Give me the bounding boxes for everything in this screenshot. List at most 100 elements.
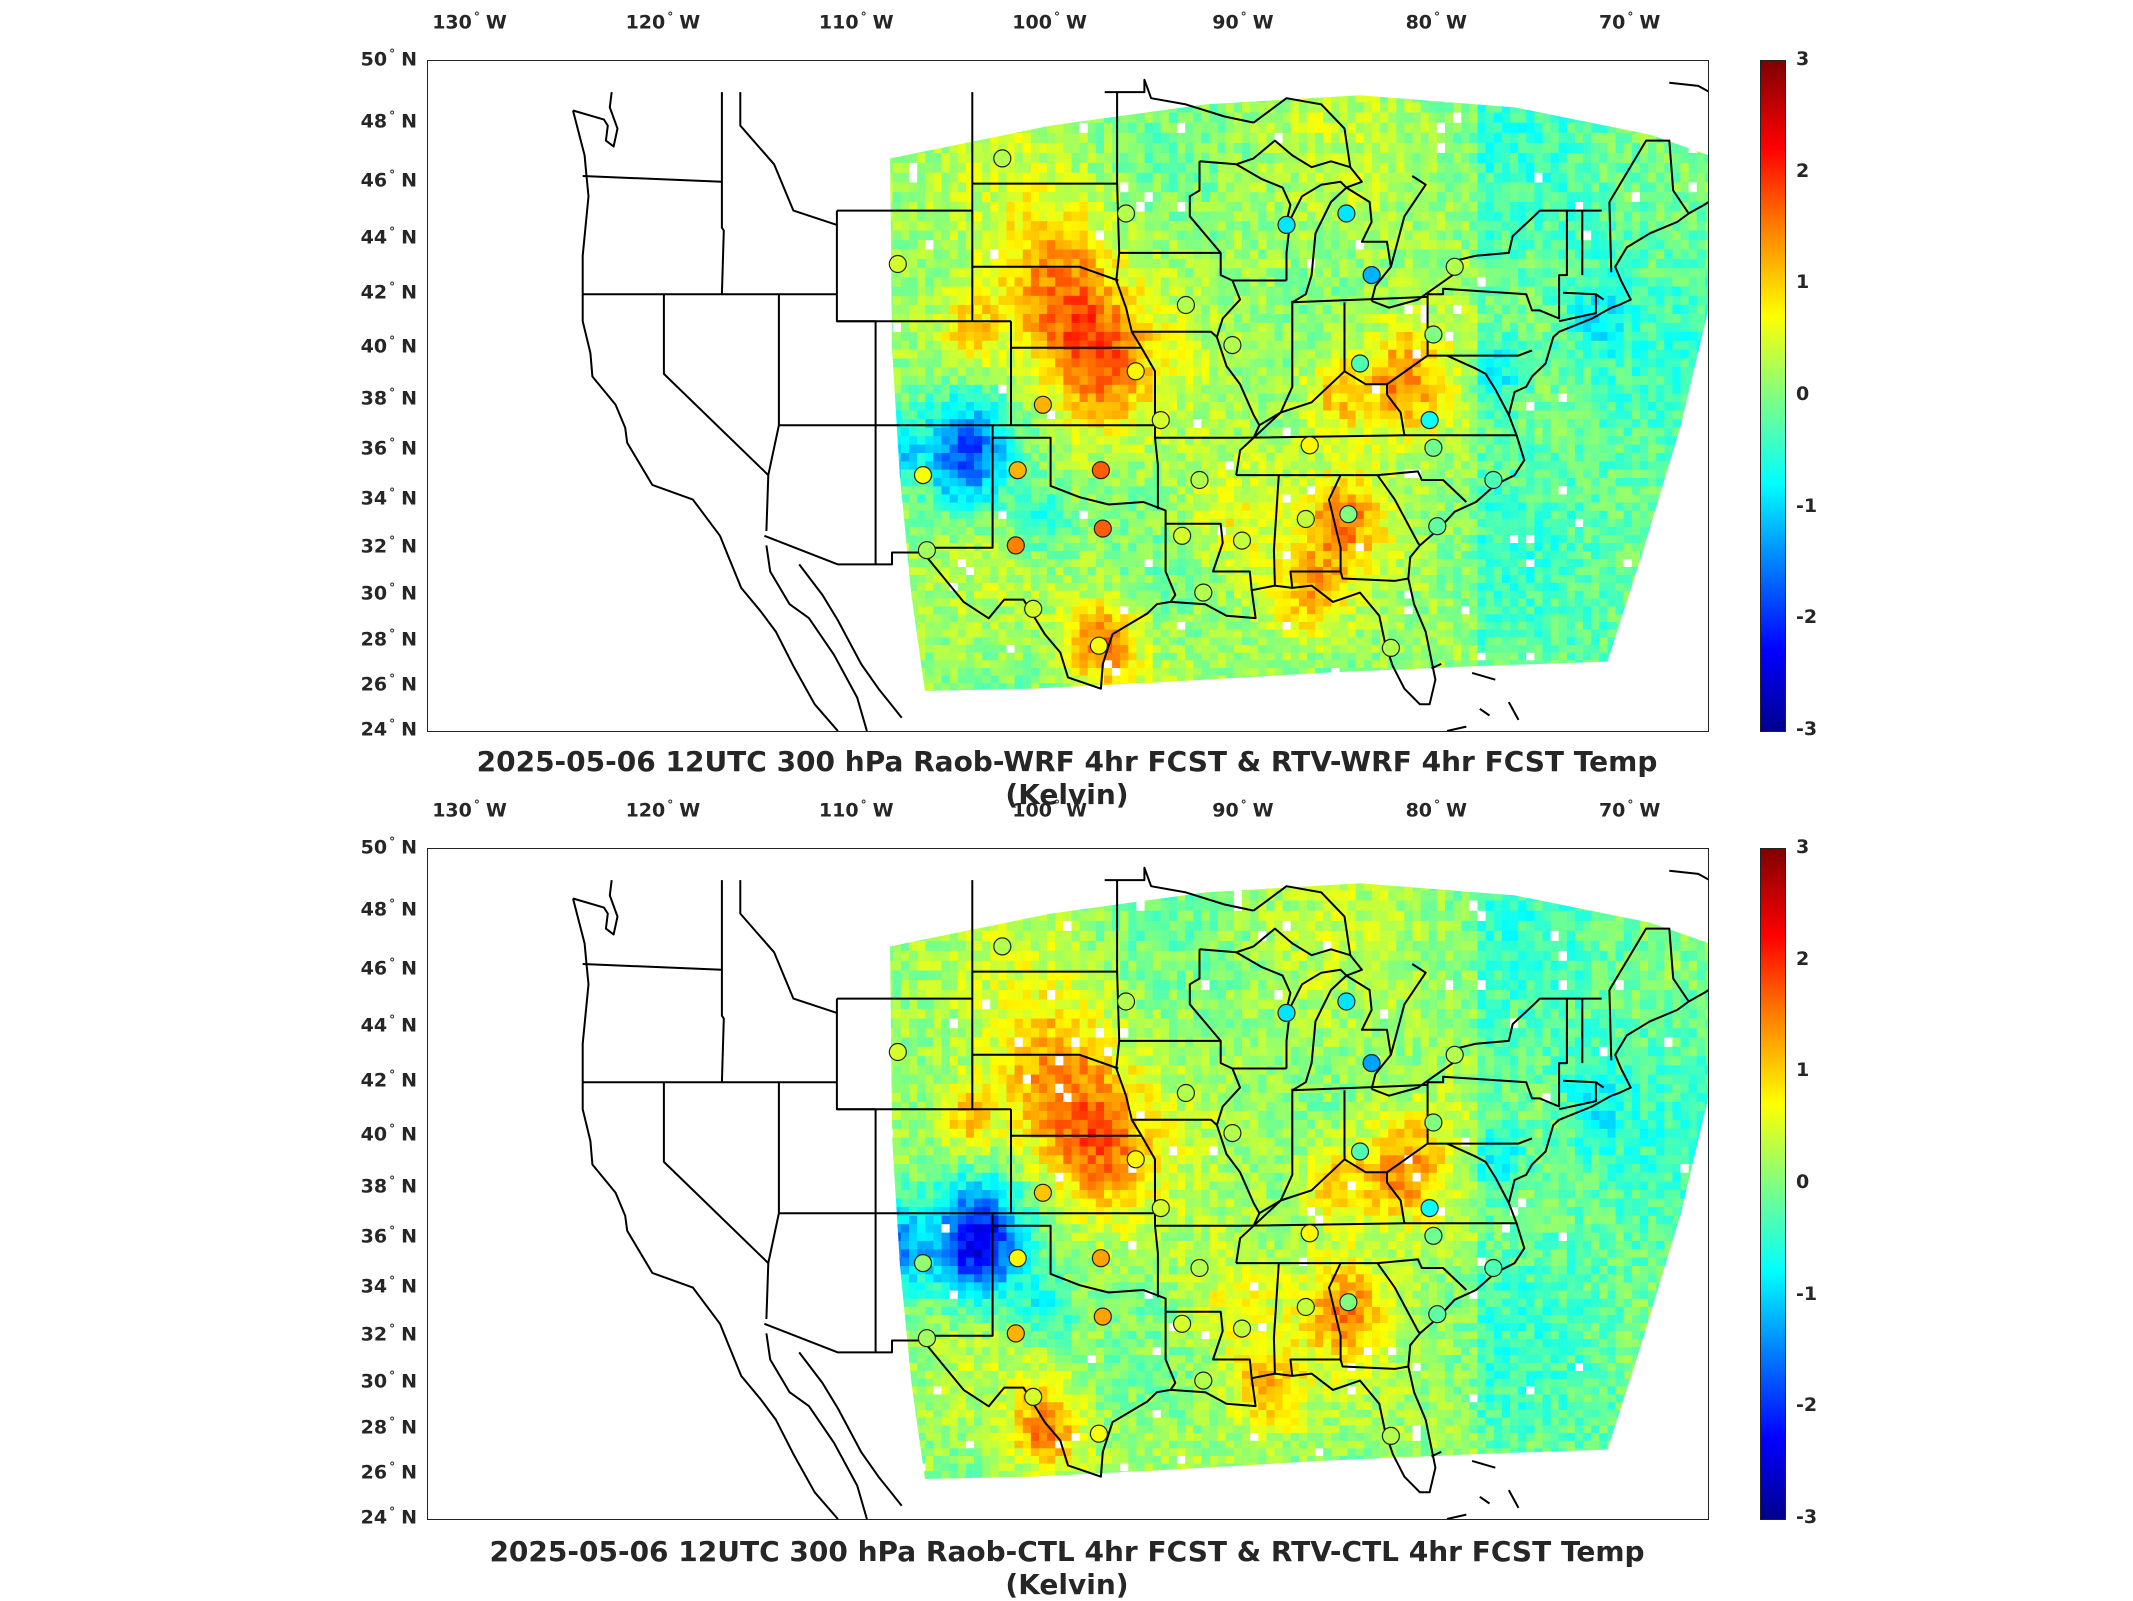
boundary-line	[837, 294, 876, 321]
raob-station-marker	[1425, 1114, 1442, 1131]
latitude-tick-label: 38°N	[327, 386, 417, 409]
raob-station-marker	[1485, 1260, 1502, 1277]
boundary-line	[799, 564, 902, 717]
raob-station-marker	[1234, 1320, 1251, 1337]
colorbar	[1760, 848, 1786, 1520]
raob-station-marker	[1297, 1299, 1314, 1316]
boundary-line	[837, 1082, 876, 1109]
raob-station-marker	[1191, 1260, 1208, 1277]
boundary-line	[1669, 871, 1708, 896]
colorbar-tick-label: -2	[1796, 606, 1817, 628]
longitude-tick-label: 120°W	[626, 10, 701, 33]
raob-station-marker	[1094, 520, 1111, 537]
longitude-tick-label: 110°W	[819, 798, 894, 821]
raob-station-marker	[1118, 993, 1135, 1010]
raob-station-marker	[889, 1044, 906, 1061]
latitude-tick-label: 36°N	[327, 1224, 417, 1247]
latitude-tick-label: 34°N	[327, 1274, 417, 1297]
raob-station-marker	[1352, 355, 1369, 372]
latitude-tick-label: 24°N	[327, 1505, 417, 1528]
boundary-line	[766, 1213, 779, 1319]
raob-station-marker	[1429, 1306, 1446, 1323]
latitude-tick-label: 40°N	[327, 1122, 417, 1145]
boundary-line	[799, 1352, 902, 1505]
colorbar-tick-label: 0	[1796, 383, 1809, 405]
raob-station-marker	[1338, 205, 1355, 222]
raob-station-marker	[1234, 532, 1251, 549]
latitude-tick-label: 48°N	[327, 109, 417, 132]
latitude-tick-label: 42°N	[327, 1068, 417, 1091]
latitude-tick-label: 46°N	[327, 956, 417, 979]
latitude-tick-label: 28°N	[327, 1415, 417, 1438]
raob-station-marker	[1127, 363, 1144, 380]
latitude-tick-label: 26°N	[327, 1460, 417, 1483]
boundary-line	[1509, 1490, 1519, 1508]
colorbar	[1760, 60, 1786, 732]
raob-station-marker	[1340, 506, 1357, 523]
boundary-line	[1472, 1461, 1495, 1468]
latitude-tick-label: 48°N	[327, 897, 417, 920]
boundary-line	[1669, 83, 1708, 108]
latitude-tick-label: 32°N	[327, 534, 417, 557]
raob-station-marker	[1009, 462, 1026, 479]
raob-station-marker	[1425, 1227, 1442, 1244]
boundary-line	[722, 92, 724, 294]
raob-station-marker	[1025, 1388, 1042, 1405]
boundary-line	[1509, 702, 1519, 720]
raob-station-marker	[1224, 1125, 1241, 1142]
map-plot-area	[427, 848, 1709, 1520]
raob-station-marker	[918, 1330, 935, 1347]
boundary-line	[766, 425, 779, 531]
latitude-tick-label: 30°N	[327, 1369, 417, 1392]
raob-station-marker	[1421, 1200, 1438, 1217]
colorbar-tick-label: -3	[1796, 1506, 1817, 1528]
latitude-tick-label: 40°N	[327, 334, 417, 357]
raob-station-marker	[1382, 1427, 1399, 1444]
boundary-line	[664, 1082, 768, 1263]
raob-station-marker	[1007, 537, 1024, 554]
boundary-line	[583, 964, 722, 970]
colorbar-tick-label: -1	[1796, 495, 1817, 517]
boundary-line	[766, 1333, 867, 1519]
latitude-tick-label: 38°N	[327, 1174, 417, 1197]
raob-station-marker	[1195, 1372, 1212, 1389]
raob-station-marker	[1278, 1004, 1295, 1021]
longitude-tick-label: 70°W	[1599, 10, 1660, 33]
raob-station-marker	[994, 938, 1011, 955]
colorbar-tick-label: 1	[1796, 271, 1809, 293]
raob-station-marker	[1025, 600, 1042, 617]
latitude-tick-label: 36°N	[327, 436, 417, 459]
raob-station-marker	[1007, 1325, 1024, 1342]
raob-station-marker	[1446, 258, 1463, 275]
longitude-tick-label: 90°W	[1212, 10, 1273, 33]
raob-station-marker	[1152, 412, 1169, 429]
raob-station-marker	[1090, 1425, 1107, 1442]
raob-station-marker	[1278, 216, 1295, 233]
longitude-tick-label: 100°W	[1012, 798, 1087, 821]
raob-station-marker	[1338, 993, 1355, 1010]
raob-station-marker	[1382, 639, 1399, 656]
longitude-tick-label: 70°W	[1599, 798, 1660, 821]
raob-station-marker	[889, 256, 906, 273]
raob-station-marker	[1174, 1315, 1191, 1332]
longitude-tick-label: 80°W	[1406, 798, 1467, 821]
panel-title: 2025-05-06 12UTC 300 hPa Raob-CTL 4hr FC…	[427, 1535, 1707, 1601]
boundary-line	[722, 880, 724, 1082]
raob-station-marker	[1177, 297, 1194, 314]
raob-station-marker	[1034, 1184, 1051, 1201]
colorbar-tick-label: -1	[1796, 1283, 1817, 1305]
raob-station-marker	[1118, 205, 1135, 222]
raob-station-marker	[1009, 1250, 1026, 1267]
longitude-tick-label: 110°W	[819, 10, 894, 33]
raob-station-marker	[1092, 462, 1109, 479]
boundary-line	[573, 111, 720, 536]
raob-station-marker	[1363, 1055, 1380, 1072]
raob-station-marker	[1429, 518, 1446, 535]
raob-station-marker	[918, 542, 935, 559]
longitude-tick-label: 120°W	[626, 798, 701, 821]
raob-station-marker	[1094, 1308, 1111, 1325]
colorbar-tick-label: 2	[1796, 160, 1809, 182]
boundary-line	[573, 899, 720, 1324]
raob-station-marker	[1352, 1143, 1369, 1160]
